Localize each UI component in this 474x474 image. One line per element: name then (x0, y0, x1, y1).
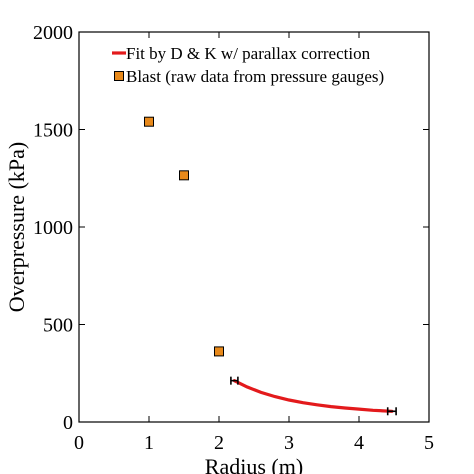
blast-data-point (214, 346, 224, 357)
x-tick-label: 0 (74, 432, 84, 454)
x-tick-label: 3 (284, 432, 294, 454)
x-tick-label: 4 (354, 432, 364, 454)
x-tick-label: 2 (214, 432, 224, 454)
legend: Fit by D & K w/ parallax correction Blast… (112, 44, 384, 86)
blast-data-point (179, 170, 189, 181)
legend-entry-label: Fit by D & K w/ parallax correction (126, 44, 371, 63)
legend-swatch-blast (114, 71, 124, 81)
x-axis-label: Radius (m) (205, 454, 303, 474)
y-tick-label: 500 (43, 315, 73, 337)
axis-ticks: 0 1 2 3 4 5 0 500 1000 1500 2000 (33, 22, 434, 454)
fit-curve (232, 379, 394, 413)
axes-box (78, 31, 430, 423)
legend-entry-label: Blast (raw data from pressure gauges) (126, 67, 384, 86)
y-axis-label: Overpressure (kPa) (4, 142, 29, 312)
y-tick-label: 0 (63, 412, 73, 434)
blast-data-point (144, 116, 154, 127)
y-tick-label: 2000 (33, 22, 73, 44)
axes-frame (78, 31, 430, 423)
y-tick-label: 1500 (33, 120, 73, 142)
y-tick-label: 1000 (33, 217, 73, 239)
plot-area (144, 116, 397, 416)
x-tick-label: 5 (424, 432, 434, 454)
x-tick-label: 1 (144, 432, 154, 454)
